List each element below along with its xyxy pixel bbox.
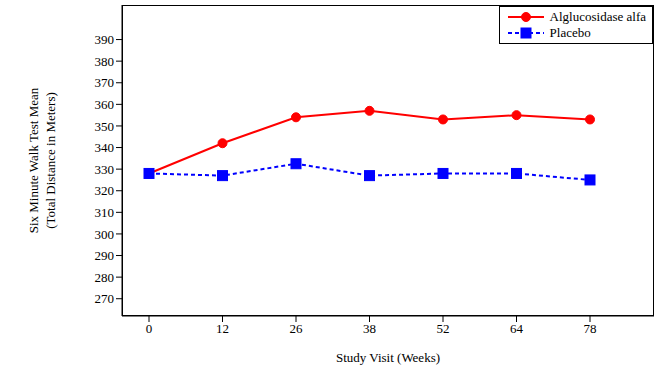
svg-text:280: 280 (95, 270, 115, 285)
svg-text:Six Minute Walk Test Mean(Tota: Six Minute Walk Test Mean(Total Distance… (26, 87, 58, 233)
svg-text:380: 380 (95, 54, 115, 69)
svg-text:26: 26 (290, 321, 304, 336)
svg-text:390: 390 (95, 32, 115, 47)
svg-text:300: 300 (95, 227, 115, 242)
svg-text:64: 64 (510, 321, 524, 336)
svg-text:78: 78 (584, 321, 597, 336)
svg-text:370: 370 (95, 75, 115, 90)
svg-text:38: 38 (363, 321, 376, 336)
svg-text:330: 330 (95, 162, 115, 177)
svg-text:Study Visit (Weeks): Study Visit (Weeks) (336, 350, 440, 365)
svg-text:310: 310 (95, 205, 115, 220)
svg-text:360: 360 (95, 97, 115, 112)
svg-text:12: 12 (216, 321, 229, 336)
html-text:Placebo: Placebo (549, 25, 591, 40)
svg-text:290: 290 (95, 248, 115, 263)
svg-text:340: 340 (95, 140, 115, 155)
svg-text:320: 320 (95, 183, 115, 198)
svg-text:350: 350 (95, 119, 115, 134)
svg-text:270: 270 (95, 291, 115, 306)
svg-text:0: 0 (146, 321, 153, 336)
html-text:Alglucosidase alfa: Alglucosidase alfa (549, 9, 646, 24)
svg-text:52: 52 (437, 321, 450, 336)
